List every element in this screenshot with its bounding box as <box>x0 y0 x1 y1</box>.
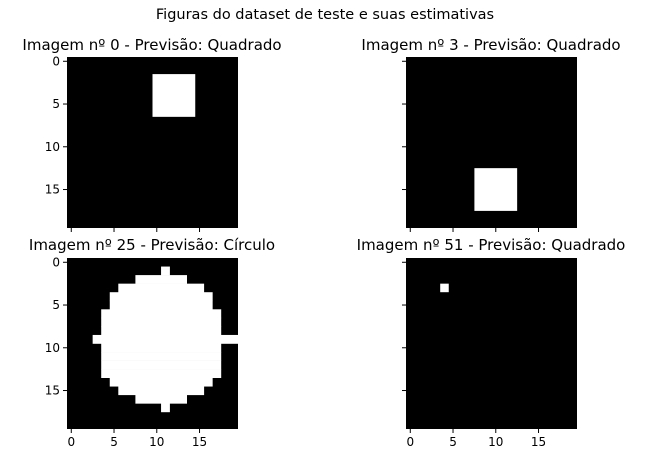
panel-2-white-row-15 <box>135 394 187 404</box>
panel-2-white-row-4 <box>109 300 213 310</box>
panel-2-white-row-14 <box>118 386 205 396</box>
panel-1-title: Imagem nº 3 - Previsão: Quadrado <box>361 36 620 54</box>
panel-2-white-row-13 <box>109 377 213 387</box>
panel-0-ytick-label-2: 10 <box>45 140 60 154</box>
panel-2-white-row-7 <box>101 326 222 336</box>
panel-2-ytick-label-2: 10 <box>45 341 60 355</box>
panel-2-xtick-label-1: 5 <box>110 435 118 449</box>
panel-2-white-row-10 <box>101 352 222 361</box>
panel-0-white-block-0 <box>152 74 196 117</box>
panel-0-ytick-label-0: 0 <box>52 54 60 68</box>
panel-3-xtick-label-2: 10 <box>488 435 503 449</box>
panel-2-xtick-label-3: 15 <box>192 435 207 449</box>
panel-3-background <box>406 258 577 429</box>
panel-2-white-row-0 <box>161 266 170 276</box>
panel-2-white-row-16 <box>161 403 170 413</box>
panel-3-xtick-label-1: 5 <box>449 435 457 449</box>
panel-2-title: Imagem nº 25 - Previsão: Círculo <box>29 236 275 254</box>
panel-2-white-row-6 <box>101 317 222 327</box>
panel-2-white-row-8 <box>92 334 239 344</box>
panel-2-ytick-label-3: 15 <box>45 384 60 398</box>
panel-2-ytick-label-1: 5 <box>52 298 60 312</box>
panel-3-xtick-label-0: 0 <box>406 435 414 449</box>
panel-2-white-row-3 <box>109 292 213 302</box>
panel-2-white-row-12 <box>101 369 222 378</box>
panel-3-title: Imagem nº 51 - Previsão: Quadrado <box>357 236 626 254</box>
panel-3-white-pixel-0 <box>440 283 449 293</box>
panel-0-ytick-label-1: 5 <box>52 97 60 111</box>
panel-2-white-row-2 <box>118 283 205 293</box>
panel-2-ytick-label-0: 0 <box>52 255 60 269</box>
panel-3-xtick-label-3: 15 <box>531 435 546 449</box>
figure-title: Figuras do dataset de teste e suas estim… <box>155 7 495 23</box>
panel-1-white-block-0 <box>474 168 518 211</box>
panel-2-white-row-11 <box>101 360 222 370</box>
panel-0-ytick-label-3: 15 <box>45 183 60 197</box>
panel-2-xtick-label-2: 10 <box>149 435 164 449</box>
panel-2-white-row-1 <box>135 275 187 284</box>
panel-2-xtick-label-0: 0 <box>67 435 75 449</box>
panel-2-white-row-5 <box>101 309 222 319</box>
panel-0-title: Imagem nº 0 - Previsão: Quadrado <box>22 36 281 54</box>
panel-2-white-row-9 <box>101 343 222 353</box>
